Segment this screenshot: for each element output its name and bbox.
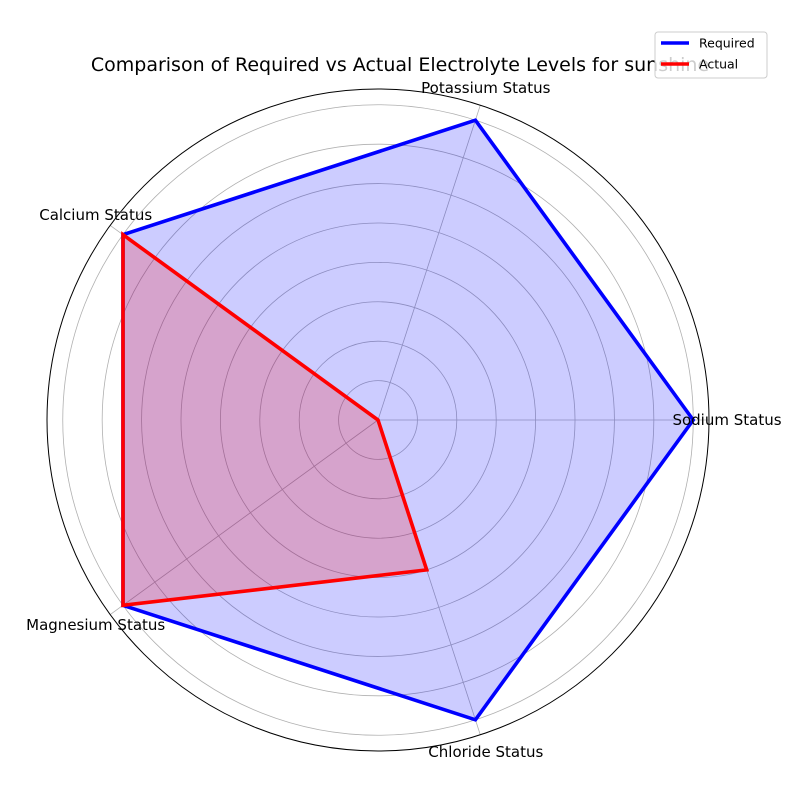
legend-label: Actual	[699, 57, 738, 72]
legend: Required Actual	[654, 31, 768, 79]
category-label: Calcium Status	[39, 206, 152, 224]
chart-title: Comparison of Required vs Actual Electro…	[91, 54, 709, 76]
grid-spoke	[377, 105, 481, 421]
grid-spoke	[109, 419, 379, 615]
category-label: Magnesium Status	[26, 616, 165, 634]
series-fill-required	[123, 120, 694, 720]
category-label: Potassium Status	[421, 79, 550, 97]
radar-series	[121, 118, 696, 722]
category-labels: Sodium Status Potassium Status Calcium Sta…	[26, 79, 782, 761]
series-line-actual	[121, 231, 430, 608]
series-fill-actual	[123, 234, 427, 606]
category-label: Chloride Status	[428, 743, 543, 761]
polar-frame	[46, 88, 710, 752]
legend-label: Required	[699, 36, 755, 51]
category-label: Sodium Status	[672, 411, 781, 429]
